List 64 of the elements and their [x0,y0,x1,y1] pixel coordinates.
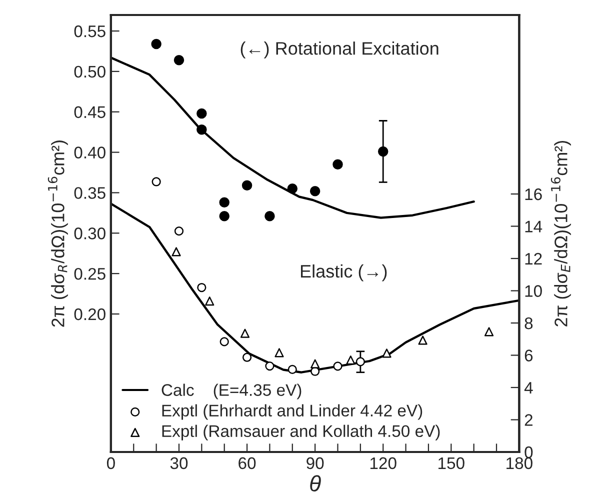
y-tick-label: 0.35 [74,187,106,199]
point [220,337,229,346]
x-tick-label: 0 [106,457,115,470]
point [484,327,494,336]
y-axis-title: 2π (dσ$_{R}$/dΩ)(10$^{−16}$cm²) [48,140,68,327]
y2-tick-label: 0 [524,446,533,458]
line-series [110,202,520,374]
y2-tick-label: 8 [524,317,533,330]
x-tick-label: 180 [506,457,532,470]
legend-label: Exptl (Ehrhardt and Linder 4.42 eV) [162,404,422,420]
y2-tick-label: 2 [524,414,532,426]
point [205,296,214,306]
point [151,38,162,50]
point [174,226,184,236]
annotation: (←) Rotational Excitation [240,42,438,58]
point [240,328,250,338]
point [288,364,297,374]
point [378,146,388,157]
y2-tick-label: 12 [525,252,542,265]
y2-tick-label: 4 [524,382,533,394]
y2-tick-label: 6 [524,350,533,362]
y-tick-label: 0.45 [74,106,106,118]
point [242,180,252,191]
y-tick-label: 0.50 [74,66,106,78]
x-tick-label: 60 [238,457,256,470]
line-series [110,56,475,219]
point [382,348,392,358]
point [274,348,284,358]
point [197,282,206,292]
point [172,247,181,256]
y2-tick-label: 16 [525,188,542,200]
y2-tick-label: 10 [525,285,542,297]
y-tick-label: 0.55 [74,25,106,38]
point [265,362,274,371]
legend-label: Calc (E=4.35 eV) [162,384,302,400]
point [174,54,184,66]
point [219,211,230,222]
annotation: Elastic (→) [300,264,387,282]
y-tick-label: 0.30 [74,228,106,240]
point [287,184,298,194]
point [310,359,320,368]
x-tick-label: 120 [370,457,396,470]
y-tick-label: 0.25 [74,268,106,280]
x-tick-label: 150 [438,457,464,470]
y2-tick-label: 14 [525,220,542,232]
legend-label: Exptl (Ramsauer and Kollath 4.50 eV) [162,424,440,440]
point [219,197,230,208]
y-tick-label: 0.40 [74,146,106,158]
x-tick-label: 90 [306,457,324,470]
y2-axis-title: 2π (dσ$_{E}$/dΩ)(10$^{−16}$cm²) [550,140,571,326]
x-axis-title: θ [310,475,321,492]
point [310,186,320,196]
point [333,362,342,371]
point [242,352,252,362]
x-tick-label: 30 [170,457,188,470]
point [152,177,161,186]
point [346,356,356,365]
point [418,336,428,345]
y-tick-label: 0.20 [74,308,106,320]
point [196,108,207,119]
point [264,211,275,222]
point [332,159,343,170]
point [356,357,365,366]
point [196,124,207,135]
